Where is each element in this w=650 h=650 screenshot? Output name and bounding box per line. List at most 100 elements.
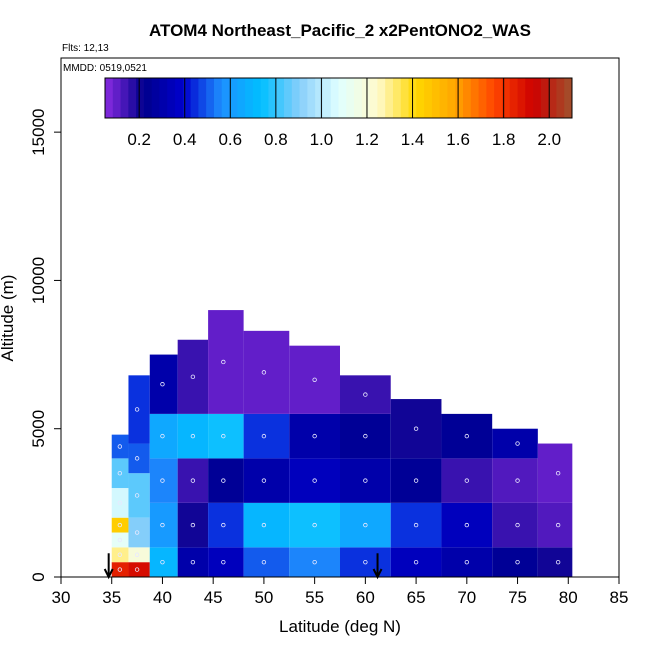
sample-marker [413, 478, 419, 483]
colorbar-frame [104, 77, 573, 119]
curtain-cell [441, 458, 493, 503]
curtain-cell [340, 413, 391, 459]
colorbar-swatch [424, 78, 433, 118]
sample-marker [160, 478, 165, 483]
colorbar-tick-label: 0.2 [127, 130, 151, 149]
curtain-cell [340, 547, 391, 577]
colorbar-swatch [307, 78, 316, 118]
curtain-cell [243, 547, 290, 577]
colorbar-swatch [237, 78, 246, 118]
sample-marker [413, 522, 419, 528]
sample-marker [134, 552, 140, 557]
colorbar-swatch [369, 78, 378, 118]
curtain-cell [390, 547, 442, 577]
curtain-cell [243, 458, 290, 503]
x-tick-label: 40 [153, 588, 172, 607]
x-tick-label: 60 [356, 588, 375, 607]
colorbar-swatch [198, 78, 207, 118]
sample-marker [117, 471, 123, 476]
colorbar-tick-label: 1.2 [355, 130, 379, 149]
colorbar-swatch [501, 78, 511, 118]
colorbar-swatch [284, 78, 293, 118]
colorbar-tick-label: 1.6 [446, 130, 470, 149]
colorbar-swatch [299, 78, 308, 118]
curtain-cell [208, 502, 244, 548]
curtain-cells [111, 310, 573, 577]
sample-marker [134, 567, 140, 572]
colorbar-swatch [556, 78, 565, 118]
colorbar-swatch [268, 78, 277, 118]
curtain-cell [289, 547, 340, 577]
colorbar-swatch [431, 78, 441, 118]
flights-annotation: Flts: 12,13 [62, 43, 109, 54]
y-tick-label: 0 [29, 572, 48, 581]
sample-marker [190, 478, 196, 483]
colorbar-swatch [159, 78, 168, 118]
colorbar-swatch [206, 78, 215, 118]
colorbar-swatch [455, 78, 464, 118]
colorbar-swatch [276, 78, 285, 118]
dates-annotation: MMDD: 0519,0521 [63, 63, 147, 74]
curtain-cell [149, 502, 178, 548]
colorbar-swatch [385, 78, 394, 118]
colorbar-swatch [221, 78, 231, 118]
sample-marker [190, 374, 196, 380]
colorbar-tick-label: 1.8 [492, 130, 516, 149]
sample-marker [555, 522, 561, 528]
colorbar-swatch [439, 78, 448, 118]
colorbar-swatch [120, 78, 129, 118]
curtain-cell [492, 502, 538, 548]
colorbar-swatch [447, 78, 456, 118]
curtain-cell [111, 547, 129, 563]
y-tick-label: 10000 [29, 257, 48, 304]
sample-marker [221, 359, 226, 365]
colorbar-swatch [463, 78, 472, 118]
colorbar-swatch [377, 78, 386, 118]
curtain-cell [208, 413, 244, 459]
colorbar-tick-label: 0.4 [173, 130, 197, 149]
colorbar-swatch [291, 78, 301, 118]
colorbar-swatch [478, 78, 487, 118]
colorbar-swatch [213, 78, 223, 118]
sample-marker [221, 478, 226, 483]
sample-marker [515, 559, 520, 565]
curtain-cell [492, 547, 538, 577]
curtain-cell [537, 547, 573, 577]
sample-marker [363, 433, 368, 439]
sample-marker [134, 493, 140, 498]
curtain-cell [441, 502, 493, 548]
curtain-cell [208, 547, 244, 577]
curtain-cell [390, 458, 442, 503]
colorbar-tick-label: 0.6 [218, 130, 242, 149]
curtain-cell [492, 458, 538, 503]
curtain-cell [149, 354, 178, 414]
colorbar-swatch [338, 78, 347, 118]
curtain-cell [289, 413, 340, 459]
colorbar-swatch [143, 78, 153, 118]
curtain-cell [441, 547, 493, 577]
sample-marker [464, 522, 470, 528]
curtain-cell [492, 428, 538, 459]
curtain-cell [243, 502, 290, 548]
chart-title: ATOM4 Northeast_Pacific_2 x2PentONO2_WAS [149, 21, 531, 40]
curtain-cell [177, 413, 209, 459]
sample-marker [221, 522, 226, 528]
colorbar-swatch [416, 78, 425, 118]
colorbar-swatch [105, 78, 114, 118]
colorbar-swatch [260, 78, 269, 118]
sample-marker [363, 392, 368, 397]
sample-marker [312, 522, 317, 528]
sample-marker [363, 478, 368, 483]
sample-marker [555, 471, 561, 476]
sample-marker [464, 478, 470, 483]
curtain-cell [177, 458, 209, 503]
colorbar-swatch [182, 78, 192, 118]
sample-marker [515, 441, 520, 446]
colorbar-swatch [229, 78, 238, 118]
y-axis-label: Altitude (m) [0, 275, 17, 362]
x-tick-label: 55 [305, 588, 324, 607]
sample-marker [160, 559, 165, 565]
curtain-cell [208, 458, 244, 503]
curtain-cell [537, 502, 573, 548]
x-tick-label: 75 [508, 588, 527, 607]
